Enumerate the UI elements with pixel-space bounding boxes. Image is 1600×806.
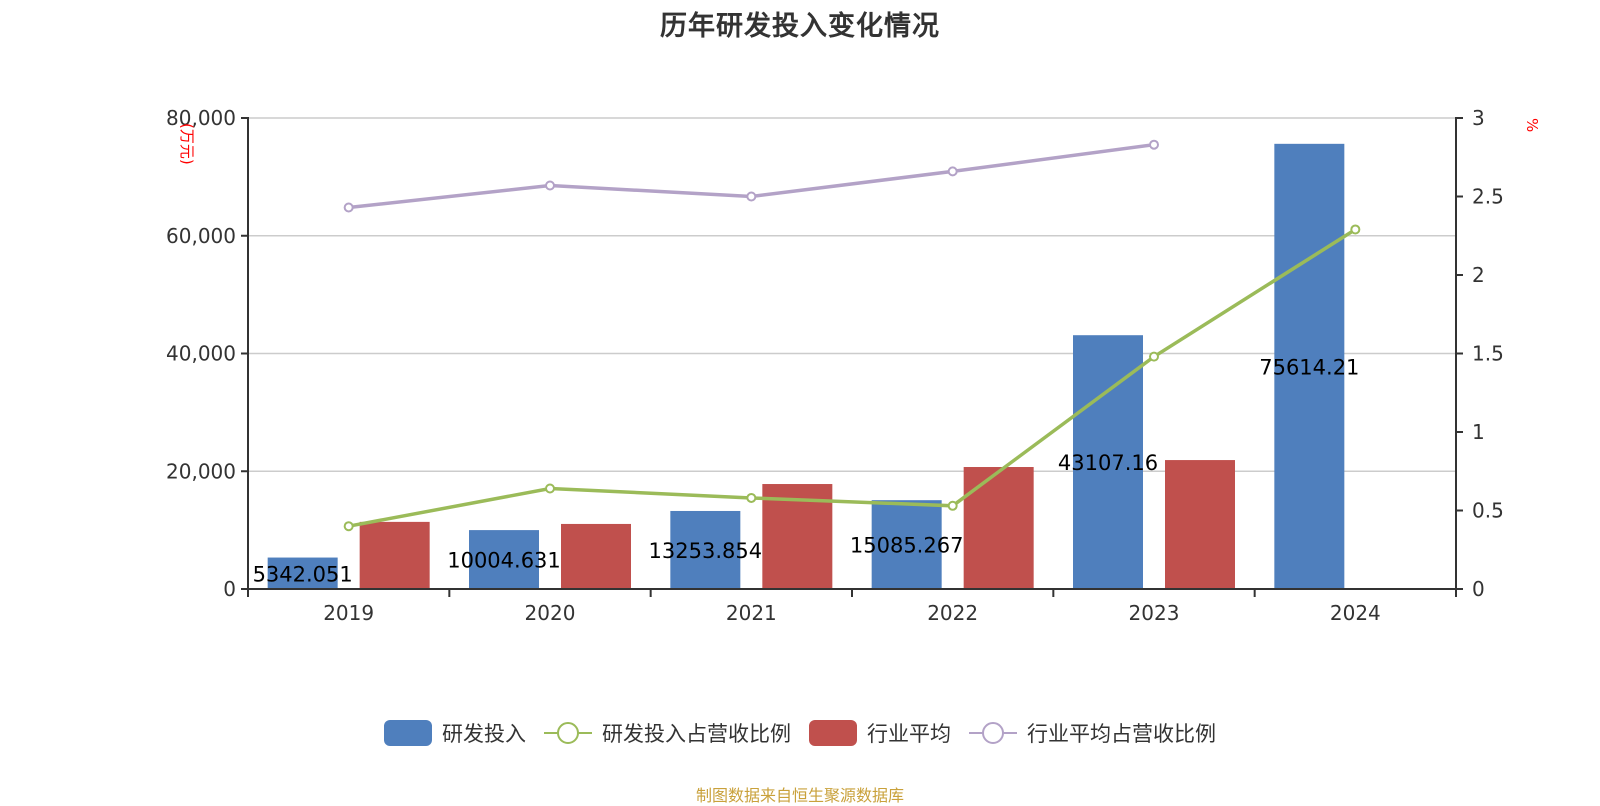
left-axis-tick-label: 40,000 bbox=[166, 342, 236, 366]
legend-bar-swatch-icon bbox=[809, 720, 857, 746]
bar-rd-investment bbox=[871, 500, 942, 589]
legend-item-rd-ratio[interactable]: 研发投入占营收比例 bbox=[544, 718, 791, 748]
industry-ratio-marker bbox=[947, 166, 958, 177]
right-axis-tick-label: 1.5 bbox=[1472, 342, 1504, 366]
legend-label: 研发投入占营收比例 bbox=[602, 722, 791, 746]
x-axis-tick-label: 2023 bbox=[1129, 601, 1180, 625]
legend-line-marker-icon bbox=[544, 722, 592, 744]
chart-title: 历年研发投入变化情况 bbox=[660, 11, 940, 42]
bar-rd-investment bbox=[267, 557, 338, 589]
x-axis-tick-label: 2021 bbox=[726, 601, 777, 625]
x-axis-tick-label: 2019 bbox=[323, 601, 374, 625]
rd-ratio-marker bbox=[746, 492, 757, 503]
x-axis-tick-label: 2020 bbox=[525, 601, 576, 625]
industry-ratio-marker bbox=[1149, 139, 1159, 150]
legend-label: 研发投入 bbox=[442, 722, 526, 746]
rd-ratio-line bbox=[348, 227, 1357, 528]
bar-rd-investment bbox=[670, 510, 741, 589]
left-axis-tick-label: 60,000 bbox=[166, 224, 236, 248]
left-axis-tick-label: 0 bbox=[223, 577, 236, 601]
industry-ratio-marker bbox=[545, 180, 555, 191]
right-axis-tick-label: 0.5 bbox=[1472, 499, 1504, 523]
industry-ratio-marker bbox=[746, 191, 757, 202]
chart-legend: 研发投入 研发投入占营收比例 行业平均 行业平均占营收比例 bbox=[0, 718, 1600, 748]
rd-ratio-marker bbox=[343, 521, 354, 532]
left-axis-tick-label: 20,000 bbox=[166, 459, 236, 483]
x-axis-tick-label: 2024 bbox=[1330, 601, 1381, 625]
data-source-note: 制图数据来自恒生聚源数据库 bbox=[695, 786, 904, 805]
rd-ratio-marker bbox=[947, 500, 958, 511]
bar-value-label: 13253.854 bbox=[649, 539, 763, 563]
legend-item-industry-average[interactable]: 行业平均 bbox=[809, 718, 951, 748]
bar-value-label: 75614.21 bbox=[1259, 355, 1359, 379]
bar-value-label: 43107.16 bbox=[1058, 451, 1158, 475]
bar-industry-average bbox=[561, 523, 631, 589]
bar-rd-investment bbox=[469, 530, 539, 589]
bar-industry-average bbox=[1165, 460, 1235, 589]
rd-ratio-marker bbox=[545, 483, 555, 494]
right-axis-tick-label: 2.5 bbox=[1472, 185, 1504, 209]
industry-ratio-marker bbox=[343, 202, 354, 213]
bar-rd-investment bbox=[1073, 335, 1143, 589]
bar-value-label: 10004.631 bbox=[447, 549, 561, 573]
right-axis-tick-label: 3 bbox=[1472, 106, 1485, 130]
legend-label: 行业平均 bbox=[867, 722, 951, 746]
rd-ratio-marker bbox=[1149, 351, 1159, 362]
bar-rd-investment bbox=[1274, 143, 1345, 589]
legend-item-industry-ratio[interactable]: 行业平均占营收比例 bbox=[969, 718, 1216, 748]
right-axis-tick-label: 2 bbox=[1472, 263, 1485, 287]
x-axis-tick-label: 2022 bbox=[927, 601, 978, 625]
legend-bar-swatch-icon bbox=[384, 720, 432, 746]
right-axis-unit-label: % bbox=[1523, 118, 1541, 132]
bar-industry-average bbox=[359, 521, 430, 589]
rd-ratio-marker bbox=[1350, 224, 1361, 235]
right-axis-tick-label: 0 bbox=[1472, 577, 1485, 601]
bar-industry-average bbox=[963, 467, 1034, 589]
right-axis-tick-label: 1 bbox=[1472, 420, 1485, 444]
left-axis-tick-label: 80,000 bbox=[166, 106, 236, 130]
left-axis-unit-label: (万元) bbox=[178, 123, 196, 165]
legend-item-rd-investment[interactable]: 研发投入 bbox=[384, 718, 526, 748]
bar-value-label: 15085.267 bbox=[850, 534, 964, 558]
legend-line-marker-icon bbox=[969, 722, 1017, 744]
legend-label: 行业平均占营收比例 bbox=[1027, 722, 1216, 746]
bar-value-label: 5342.051 bbox=[253, 562, 353, 586]
